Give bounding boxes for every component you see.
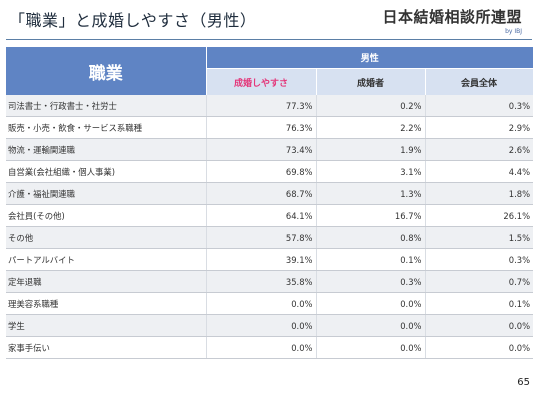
member-share-value: 0.0% (424, 314, 534, 337)
table-row: 販売・小売・飲食・サービス系職種 76.3% 2.2% 2.9% (6, 116, 534, 139)
table-row: 定年退職 35.8% 0.3% 0.7% (6, 270, 534, 293)
married-share-value: 3.1% (315, 160, 425, 183)
marriage-likelihood-value: 76.3% (205, 116, 316, 139)
occupation-label: 学生 (6, 314, 206, 337)
marriage-likelihood-value: 0.0% (205, 314, 316, 337)
married-share-value: 1.9% (315, 138, 425, 161)
marriage-likelihood-value: 39.1% (205, 248, 316, 271)
table-body: 司法書士・行政書士・社労士 77.3% 0.2% 0.3% 販売・小売・飲食・サービス系… (6, 95, 534, 359)
member-share-value: 0.7% (424, 270, 534, 293)
table-row: その他 57.8% 0.8% 1.5% (6, 226, 534, 249)
page-number: 65 (517, 377, 530, 388)
married-share-value: 0.8% (315, 226, 425, 249)
member-share-value: 1.5% (424, 226, 534, 249)
marriage-likelihood-value: 0.0% (205, 292, 316, 315)
member-share-value: 2.6% (424, 138, 534, 161)
married-share-value: 0.0% (315, 336, 425, 359)
marriage-likelihood-value: 77.3% (205, 95, 316, 117)
marriage-likelihood-value: 73.4% (205, 138, 316, 161)
table-row: 家事手伝い 0.0% 0.0% 0.0% (6, 336, 534, 359)
title-divider (6, 39, 532, 40)
occupation-label: 物流・運輸関連職 (6, 138, 206, 161)
member-share-value: 0.3% (424, 95, 534, 117)
column-header-all-members: 会員全体 (425, 68, 534, 95)
marriage-likelihood-value: 35.8% (205, 270, 316, 293)
occupation-label: 販売・小売・飲食・サービス系職種 (6, 116, 206, 139)
member-share-value: 0.3% (424, 248, 534, 271)
logo-subtext: by IBJ (505, 28, 522, 35)
occupation-label: パートアルバイト (6, 248, 206, 271)
member-share-value: 0.1% (424, 292, 534, 315)
table-row: 理美容系職種 0.0% 0.0% 0.1% (6, 292, 534, 315)
occupation-label: 自営業(会社組織・個人事業) (6, 160, 206, 183)
column-header-marriage-likelihood: 成婚しやすさ (206, 68, 317, 95)
table-row: 介護・福祉関連職 68.7% 1.3% 1.8% (6, 182, 534, 205)
occupation-label: 会社員(その他) (6, 204, 206, 227)
table-row: 学生 0.0% 0.0% 0.0% (6, 314, 534, 337)
member-share-value: 4.4% (424, 160, 534, 183)
marriage-likelihood-value: 69.8% (205, 160, 316, 183)
married-share-value: 1.3% (315, 182, 425, 205)
member-share-value: 26.1% (424, 204, 534, 227)
company-logo: 日本結婚相談所連盟 by IBJ (382, 6, 522, 35)
page-title: 「職業」と成婚しやすさ（男性） (9, 11, 257, 30)
marriage-likelihood-value: 0.0% (205, 336, 316, 359)
table-row: 司法書士・行政書士・社労士 77.3% 0.2% 0.3% (6, 95, 534, 117)
married-share-value: 0.2% (315, 95, 425, 117)
column-header-married: 成婚者 (316, 68, 426, 95)
logo-text: 日本結婚相談所連盟 (382, 8, 522, 26)
occupation-header: 職業 (6, 47, 207, 95)
marriage-likelihood-value: 68.7% (205, 182, 316, 205)
occupation-label: 家事手伝い (6, 336, 206, 359)
table-row: 物流・運輸関連職 73.4% 1.9% 2.6% (6, 138, 534, 161)
married-share-value: 2.2% (315, 116, 425, 139)
marriage-likelihood-value: 64.1% (205, 204, 316, 227)
table-row: 会社員(その他) 64.1% 16.7% 26.1% (6, 204, 534, 227)
member-share-value: 1.8% (424, 182, 534, 205)
member-share-value: 2.9% (424, 116, 534, 139)
occupation-label: 理美容系職種 (6, 292, 206, 315)
table-row: 自営業(会社組織・個人事業) 69.8% 3.1% 4.4% (6, 160, 534, 183)
marriage-likelihood-value: 57.8% (205, 226, 316, 249)
occupation-label: 定年退職 (6, 270, 206, 293)
member-share-value: 0.0% (424, 336, 534, 359)
male-group-header: 男性 (206, 47, 534, 69)
table-row: パートアルバイト 39.1% 0.1% 0.3% (6, 248, 534, 271)
married-share-value: 0.0% (315, 314, 425, 337)
occupation-label: その他 (6, 226, 206, 249)
married-share-value: 16.7% (315, 204, 425, 227)
married-share-value: 0.3% (315, 270, 425, 293)
occupation-table: 職業 男性 成婚しやすさ 成婚者 会員全体 司法書士・行政書士・社労士 77.3%… (6, 47, 534, 359)
occupation-label: 介護・福祉関連職 (6, 182, 206, 205)
married-share-value: 0.1% (315, 248, 425, 271)
married-share-value: 0.0% (315, 292, 425, 315)
occupation-label: 司法書士・行政書士・社労士 (6, 95, 206, 117)
